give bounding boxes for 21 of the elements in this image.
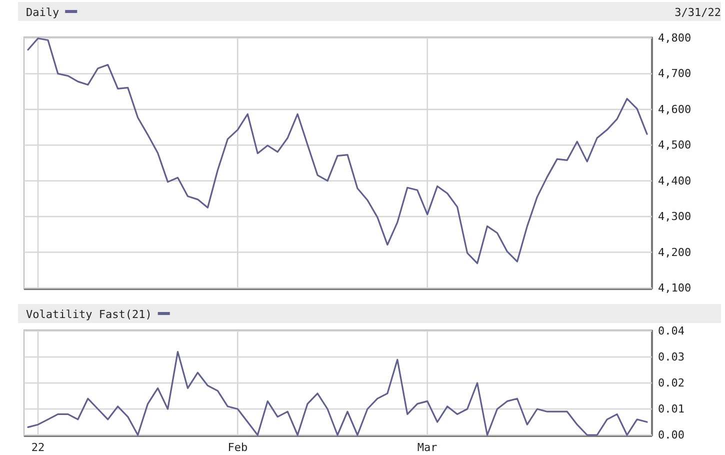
line-series [27,351,648,436]
y-tick-label: 4,300 [658,210,692,224]
y-tick-label: 4,400 [658,174,692,188]
text: 3/31/22 [674,6,721,19]
y-tick-label: 4,200 [658,246,692,259]
x-tick-label: Mar [417,440,438,454]
x-tick-label: 22 [31,440,45,454]
y-tick-label: 0.04 [658,324,685,338]
x-tick-label: Feb [228,440,248,454]
y-tick-label: 4,500 [658,138,692,152]
y-tick-label: 4,100 [658,282,692,295]
y-tick-label: 4,700 [658,67,692,80]
y-tick-label: 0.03 [658,350,684,364]
legend-label: Volatility Fast(21) [26,308,152,321]
y-tick-label: 0.01 [658,402,684,416]
y-tick-label: 0.00 [658,428,684,442]
y-tick-label: 4,600 [658,102,692,116]
line-series [27,38,648,264]
y-tick-label: 0.02 [658,376,684,390]
y-tick-label: 4,800 [658,32,692,45]
legend-label: Daily [26,6,60,19]
